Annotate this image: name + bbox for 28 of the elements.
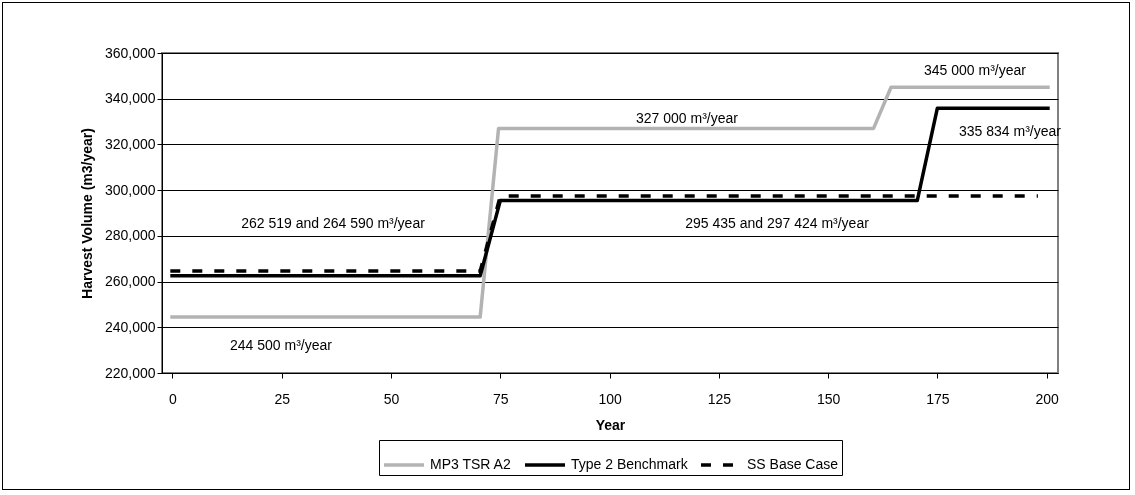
x-tick-label: 0	[169, 390, 178, 407]
y-tick-label: 340,000	[104, 90, 156, 107]
x-tick-label: 150	[816, 390, 841, 407]
x-tick-label: 25	[274, 390, 291, 407]
y-tick-label: 360,000	[104, 44, 156, 61]
legend-label: SS Base Case	[747, 456, 839, 472]
y-tick-label: 320,000	[104, 135, 156, 152]
x-tick-label: 100	[598, 390, 622, 407]
legend-label: Type 2 Benchmark	[571, 456, 689, 472]
x-tick-label: 50	[383, 390, 400, 407]
x-tick-label: 175	[926, 390, 950, 407]
y-tick-label: 280,000	[104, 227, 156, 244]
x-tick-label: 125	[707, 390, 732, 407]
annotation: 345 000 m³/year	[924, 62, 1027, 78]
y-tick-label: 240,000	[104, 318, 156, 335]
y-tick-label: 260,000	[104, 273, 156, 290]
y-tick-label: 220,000	[104, 364, 156, 381]
annotation: 327 000 m³/year	[636, 110, 739, 126]
annotation: 244 500 m³/year	[230, 337, 333, 353]
annotation: 295 435 and 297 424 m³/year	[685, 215, 870, 231]
annotation: 262 519 and 264 590 m³/year	[241, 215, 426, 231]
y-axis-title: Harvest Volume (m3/year)	[78, 128, 95, 299]
annotation: 335 834 m³/year	[959, 123, 1062, 139]
y-tick-label: 300,000	[104, 181, 156, 198]
x-tick-label: 200	[1035, 390, 1060, 407]
x-axis-title: Year	[595, 416, 626, 433]
legend-label: MP3 TSR A2	[430, 456, 511, 472]
x-tick-label: 75	[493, 390, 509, 407]
